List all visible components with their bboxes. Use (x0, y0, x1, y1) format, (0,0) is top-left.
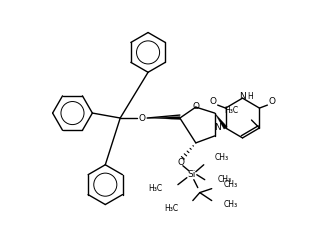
Text: CH₃: CH₃ (215, 153, 229, 162)
Text: O: O (269, 97, 276, 106)
Text: CH₃: CH₃ (218, 175, 232, 184)
Text: O: O (177, 158, 184, 167)
Text: O: O (209, 97, 216, 106)
Text: H₃C: H₃C (225, 105, 239, 115)
Text: N: N (239, 92, 246, 101)
Text: CH₃: CH₃ (224, 180, 238, 189)
Text: H: H (248, 92, 253, 101)
Text: O: O (138, 114, 145, 123)
Text: H₃C: H₃C (164, 204, 178, 213)
Text: CH₃: CH₃ (224, 200, 238, 209)
Polygon shape (147, 117, 180, 120)
Text: N: N (214, 124, 221, 132)
Polygon shape (215, 113, 227, 129)
Text: O: O (192, 102, 199, 111)
Text: Si: Si (188, 170, 196, 179)
Text: H₃C: H₃C (148, 184, 162, 193)
